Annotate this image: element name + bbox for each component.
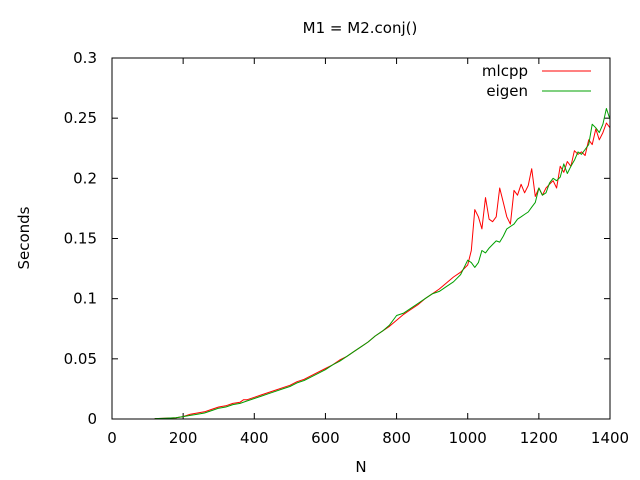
x-tick-label: 200 [169,429,198,447]
y-tick-label: 0.1 [73,290,97,308]
legend-label-eigen: eigen [486,82,528,100]
x-tick-label: 1000 [449,429,487,447]
x-tick-label: 400 [240,429,269,447]
y-tick-label: 0.2 [73,169,97,187]
y-tick-label: 0 [87,410,97,428]
plot-area-frame [111,57,611,420]
chart-title: M1 = M2.conj() [303,19,418,37]
x-tick-label: 1200 [520,429,558,447]
axis-ticks: 0 200 400 600 800 1000 1200 1400 0 0.05 0.1 0.15 0.2… [64,49,630,447]
y-tick-label: 0.25 [64,109,97,127]
x-tick-label: 800 [382,429,411,447]
series-lines [154,108,611,420]
x-tick-label: 600 [311,429,340,447]
series-line-eigen [154,108,611,420]
y-tick-label: 0.15 [64,230,97,248]
series-line-mlcpp [154,122,611,420]
x-tick-label: 0 [107,429,117,447]
y-tick-label: 0.05 [64,350,97,368]
legend: mlcpp eigen [482,62,591,100]
x-axis-label: N [355,458,366,476]
y-tick-label: 0.3 [73,49,97,67]
legend-label-mlcpp: mlcpp [482,62,528,80]
y-axis-label: Seconds [15,206,33,269]
x-tick-label: 1400 [591,429,629,447]
